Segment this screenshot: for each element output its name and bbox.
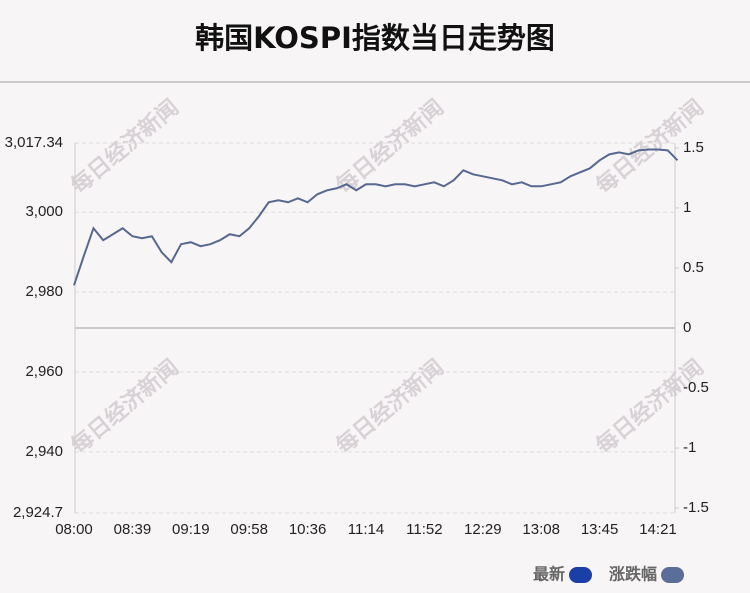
x-tick-label: 11:14 bbox=[348, 521, 384, 538]
x-tick-label: 12:29 bbox=[464, 521, 502, 538]
watermarks: 每日经济新闻 每日经济新闻 每日经济新闻 每日经济新闻 每日经济新闻 每日经济新… bbox=[66, 94, 709, 459]
legend-label: 涨跌幅 bbox=[609, 565, 657, 584]
x-tick-label: 13:08 bbox=[522, 521, 560, 538]
y-tick-label: 2,960 bbox=[25, 363, 63, 380]
legend-swatch bbox=[661, 567, 685, 583]
y-tick-label: 2,940 bbox=[25, 443, 63, 460]
chart-title: 韩国KOSPI指数当日走势图 bbox=[195, 21, 555, 55]
y2-tick-label: -1.5 bbox=[683, 499, 709, 516]
x-tick-label: 11:52 bbox=[406, 521, 442, 538]
y2-tick-label: -1 bbox=[683, 439, 696, 456]
x-tick-label: 10:36 bbox=[289, 521, 327, 538]
y-tick-label: 2,924.7 bbox=[13, 504, 63, 521]
y2-tick-label: 0.5 bbox=[683, 259, 704, 276]
x-tick-label: 08:39 bbox=[114, 521, 152, 538]
y-tick-label: 2,980 bbox=[25, 283, 63, 300]
x-tick-label: 08:00 bbox=[55, 521, 93, 538]
watermark: 每日经济新闻 bbox=[66, 354, 184, 459]
x-tick-label: 09:58 bbox=[230, 521, 268, 538]
x-tick-label: 14:21 bbox=[639, 521, 677, 538]
watermark: 每日经济新闻 bbox=[331, 354, 449, 459]
y2-tick-label: 1 bbox=[683, 199, 691, 216]
y2-tick-label: 0 bbox=[683, 319, 691, 336]
series-line bbox=[73, 148, 679, 286]
legend-swatch bbox=[569, 567, 593, 583]
y-tick-label: 3,017.34 bbox=[5, 134, 63, 151]
y2-tick-label: 1.5 bbox=[683, 139, 704, 156]
y2-tick-label: -0.5 bbox=[683, 379, 709, 396]
legend-label: 最新 bbox=[533, 565, 565, 584]
y-tick-label: 3,000 bbox=[25, 203, 63, 220]
x-tick-label: 13:45 bbox=[581, 521, 619, 538]
x-tick-label: 09:19 bbox=[172, 521, 210, 538]
watermark: 每日经济新闻 bbox=[66, 94, 184, 199]
